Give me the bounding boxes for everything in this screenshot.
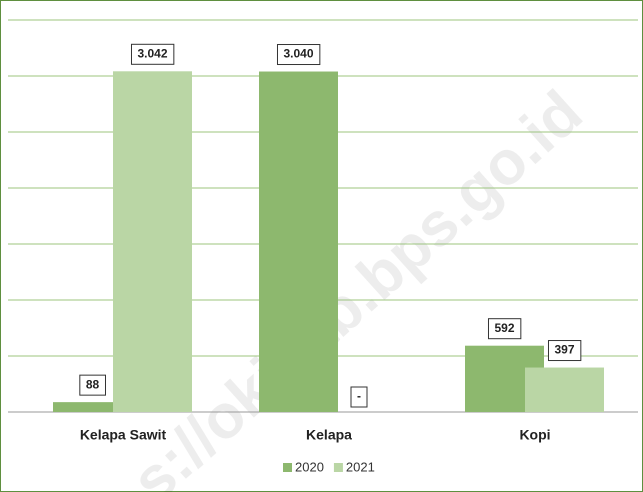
value-label-box [350,386,368,408]
value-label: 592 [494,321,514,335]
value-label-box [276,44,321,66]
value-label: 88 [86,377,100,391]
x-tick-label: Kelapa Sawit [80,427,167,443]
bar [113,71,192,413]
x-tick-label: Kelapa [306,427,352,443]
legend-label: 2021 [346,459,375,474]
value-label: 3.040 [283,47,313,61]
legend-label: 2020 [295,459,324,474]
value-label-box [130,43,175,65]
legend-swatch [283,463,292,472]
value-label: 3.042 [137,46,167,60]
value-label-box [547,340,582,362]
bar [53,402,132,412]
value-label: - [357,389,361,403]
value-label-box [79,374,106,396]
value-label-box [487,318,522,340]
bar [525,367,604,412]
value-label: 397 [554,343,574,357]
x-tick-label: Kopi [519,427,550,443]
legend-swatch [333,463,343,472]
bar [259,71,338,413]
